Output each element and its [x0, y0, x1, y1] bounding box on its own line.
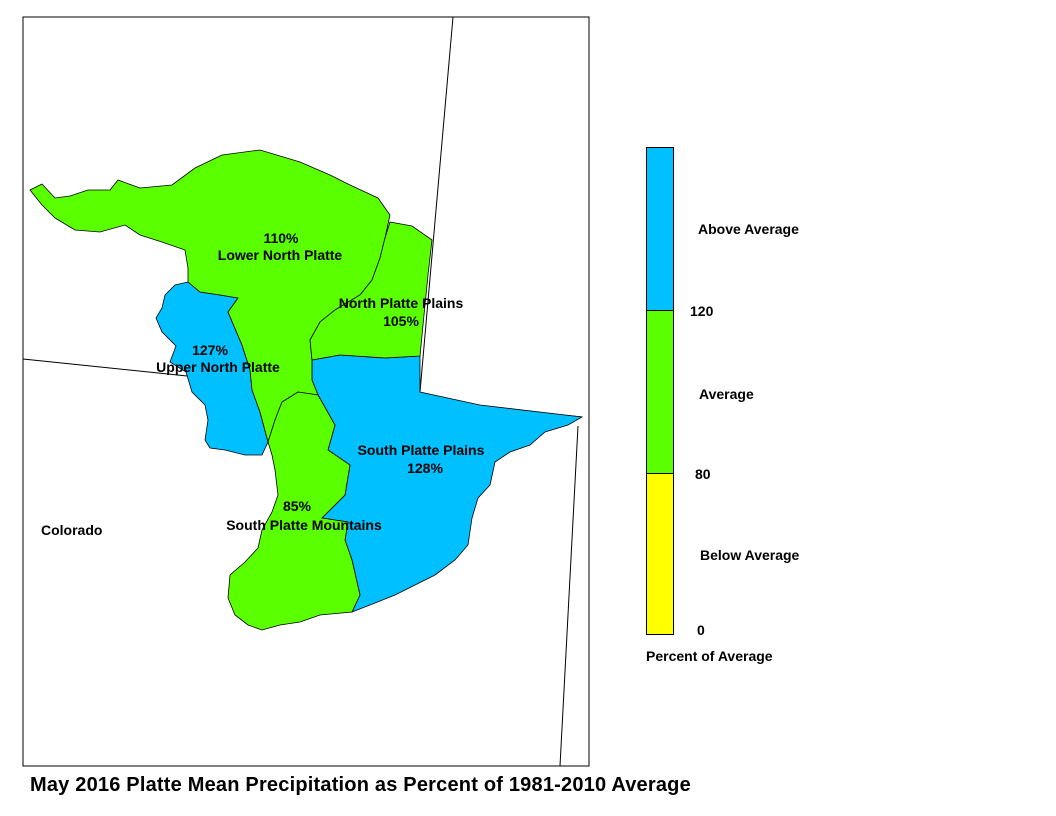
legend-swatch-average: [646, 310, 674, 474]
wyoming-nebraska-border: [419, 16, 454, 393]
label-south-platte-plains-percent: 128%: [407, 460, 443, 476]
basin-south-platte-mountains[interactable]: [227, 391, 361, 631]
legend-label-below-average: Below Average: [700, 547, 800, 563]
label-south-platte-plains-name: South Platte Plains: [358, 442, 485, 458]
colorado-east-border: [559, 425, 579, 767]
basin-lower-north-platte[interactable]: [29, 149, 391, 444]
state-label-colorado: Colorado: [41, 522, 102, 538]
label-upper-north-platte-name: Upper North Platte: [156, 359, 280, 375]
legend-swatch-above-average: [646, 147, 674, 311]
label-upper-north-platte-percent: 127%: [192, 342, 228, 358]
legend-break-0: 0: [697, 622, 705, 638]
legend-break-120: 120: [690, 303, 714, 319]
label-south-platte-mountains-percent: 85%: [283, 498, 312, 514]
legend-swatch-below-average: [646, 473, 674, 635]
legend-title: Percent of Average: [646, 648, 773, 664]
label-lower-north-platte-percent: 110%: [263, 230, 299, 246]
legend-label-average: Average: [699, 386, 754, 402]
legend-break-80: 80: [695, 466, 711, 482]
label-lower-north-platte-name: Lower North Platte: [218, 247, 343, 263]
map-title: May 2016 Platte Mean Precipitation as Pe…: [30, 774, 691, 796]
legend-label-above-average: Above Average: [698, 221, 799, 237]
basin-north-platte-plains[interactable]: [309, 221, 433, 361]
label-north-platte-plains-percent: 105%: [383, 313, 419, 329]
label-south-platte-mountains-name: South Platte Mountains: [226, 517, 382, 533]
label-north-platte-plains-name: North Platte Plains: [339, 295, 464, 311]
